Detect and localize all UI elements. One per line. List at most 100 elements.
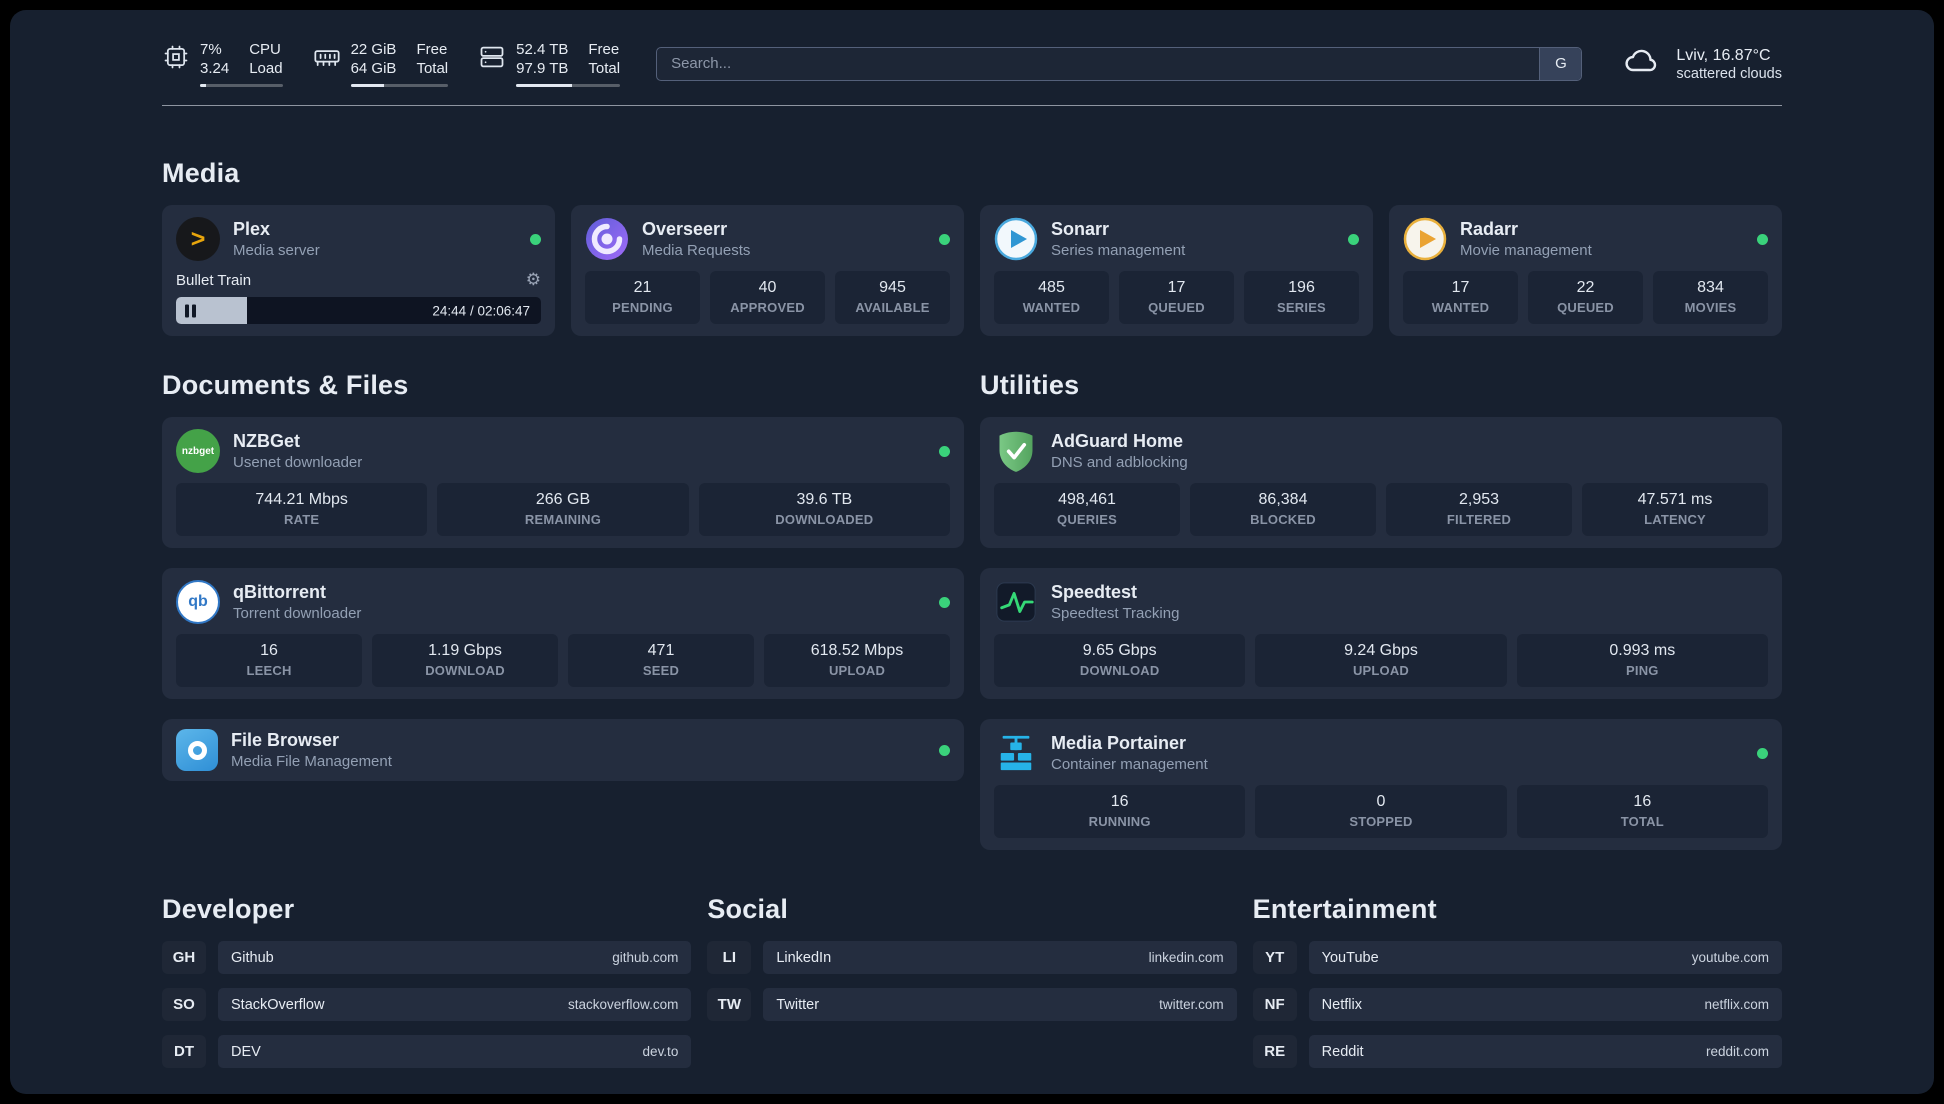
app-name: Sonarr: [1051, 219, 1110, 239]
bookmark-abbr[interactable]: YT: [1253, 941, 1297, 974]
bookmark-linkedin: LI LinkedIn linkedin.com: [707, 941, 1237, 974]
stat-label: BLOCKED: [1250, 512, 1316, 527]
stat-ping: 0.993 ms PING: [1516, 634, 1768, 687]
stat-value: 0: [1376, 793, 1386, 810]
status-dot: [939, 233, 950, 245]
memory-free-label: Free: [416, 41, 448, 58]
search-engine-button[interactable]: G: [1539, 47, 1582, 80]
stat-label: PENDING: [612, 300, 673, 315]
memory-values: 22 GiB 64 GiB: [351, 40, 397, 78]
bookmark-link[interactable]: LinkedIn linkedin.com: [763, 941, 1237, 974]
bookmark-name: Reddit: [1321, 1043, 1364, 1060]
storage-total-value: 97.9 TB: [516, 60, 569, 77]
app-description: Speedtest Tracking: [1051, 605, 1180, 622]
speedtest-card[interactable]: Speedtest Speedtest Tracking 9.65 Gbps D…: [980, 568, 1782, 699]
app-description: Torrent downloader: [233, 605, 362, 622]
bookmark-abbr[interactable]: NF: [1253, 988, 1297, 1021]
overseerr-card[interactable]: Overseerr Media Requests 21 PENDING 40 A…: [571, 205, 964, 336]
app-name: Overseerr: [642, 219, 728, 239]
cloud-icon: [1618, 43, 1664, 84]
storage-metric: 52.4 TB 97.9 TB Free Total: [478, 40, 621, 87]
documents-section: Documents & Files nzbget NZBGet Usenet d…: [162, 370, 964, 781]
stat-blocked: 86,384 BLOCKED: [1190, 483, 1376, 536]
status-dot: [1348, 233, 1359, 245]
stat-value: 834: [1697, 279, 1724, 296]
bookmark-abbr[interactable]: RE: [1253, 1035, 1297, 1068]
app-description: Media Requests: [642, 242, 751, 259]
cpu-chip-icon: [162, 43, 190, 76]
plex-card[interactable]: > Plex Media server Bullet Train ⚙: [162, 205, 555, 336]
stat-pending: 21 PENDING: [585, 271, 700, 324]
bookmark-link[interactable]: Github github.com: [218, 941, 692, 974]
status-dot: [1757, 233, 1768, 245]
nzbget-card[interactable]: nzbget NZBGet Usenet downloader 744.21 M…: [162, 417, 964, 548]
stat-download: 9.65 Gbps DOWNLOAD: [994, 634, 1246, 687]
stat-value: 47.571 ms: [1637, 491, 1713, 508]
bookmark-name: Twitter: [776, 996, 820, 1013]
section-title-social: Social: [707, 894, 789, 924]
cpu-percent: 7%: [200, 41, 222, 58]
radarr-card[interactable]: Radarr Movie management 17 WANTED 22 QUE…: [1389, 205, 1782, 336]
stat-value: 40: [758, 279, 777, 296]
now-playing-title: Bullet Train: [176, 271, 252, 289]
search-input[interactable]: [656, 46, 1583, 81]
stat-upload: 9.24 Gbps UPLOAD: [1255, 634, 1507, 687]
stat-label: APPROVED: [730, 300, 805, 315]
bookmark-abbr[interactable]: TW: [707, 988, 751, 1021]
app-name: Media Portainer: [1051, 733, 1187, 753]
bookmark-link[interactable]: DEV dev.to: [218, 1035, 692, 1068]
app-name: Plex: [233, 219, 271, 239]
settings-gear-icon[interactable]: ⚙: [525, 270, 541, 290]
bookmark-abbr[interactable]: DT: [162, 1035, 206, 1068]
weather-condition: scattered clouds: [1676, 66, 1782, 82]
pause-icon[interactable]: [185, 304, 196, 317]
filebrowser-card[interactable]: File Browser Media File Management: [162, 719, 964, 781]
bookmark-github: GH Github github.com: [162, 941, 692, 974]
stat-series: 196 SERIES: [1244, 271, 1359, 324]
stat-value: 744.21 Mbps: [255, 491, 348, 508]
memory-total-value: 64 GiB: [350, 60, 397, 77]
stat-label: RUNNING: [1088, 814, 1151, 829]
sonarr-card[interactable]: Sonarr Series management 485 WANTED 17 Q…: [980, 205, 1373, 336]
header-divider: [162, 105, 1782, 106]
stat-label: PING: [1626, 663, 1659, 678]
stat-label: MOVIES: [1684, 300, 1737, 315]
qbittorrent-card[interactable]: qb qBittorrent Torrent downloader 16: [162, 568, 964, 699]
bookmark-link[interactable]: StackOverflow stackoverflow.com: [218, 988, 692, 1021]
media-section: Media > Plex Media server: [162, 158, 1782, 336]
bookmarks-section: Developer GH Github github.com SO StackO…: [162, 894, 1782, 1068]
memory-labels: Free Total: [416, 40, 448, 78]
adguard-card[interactable]: AdGuard Home DNS and adblocking 498,461 …: [980, 417, 1782, 548]
bookmark-name: Netflix: [1321, 996, 1362, 1013]
bookmark-link[interactable]: Reddit reddit.com: [1308, 1035, 1782, 1068]
plex-seek-bar[interactable]: 24:44 / 02:06:47: [176, 297, 541, 324]
stat-label: STOPPED: [1349, 814, 1413, 829]
stat-filtered: 2,953 FILTERED: [1386, 483, 1572, 536]
qbittorrent-icon-text: qb: [188, 593, 208, 610]
stat-value: 17: [1167, 279, 1186, 296]
bookmark-link[interactable]: YouTube youtube.com: [1308, 941, 1782, 974]
bookmark-abbr[interactable]: SO: [162, 988, 206, 1021]
bookmark-link[interactable]: Twitter twitter.com: [763, 988, 1237, 1021]
bookmark-url: stackoverflow.com: [568, 997, 679, 1012]
stat-value: 618.52 Mbps: [810, 642, 904, 659]
sonarr-icon: [994, 217, 1038, 261]
bookmark-link[interactable]: Netflix netflix.com: [1308, 988, 1782, 1021]
bookmark-abbr[interactable]: GH: [162, 941, 206, 974]
bookmark-url: github.com: [612, 950, 679, 965]
stat-value: 9.65 Gbps: [1082, 642, 1157, 659]
stat-wanted: 485 WANTED: [994, 271, 1109, 324]
adguard-shield-icon: [994, 429, 1038, 473]
bookmark-reddit: RE Reddit reddit.com: [1253, 1035, 1782, 1068]
memory-metric: 22 GiB 64 GiB Free Total: [313, 40, 449, 87]
stat-total: 16 TOTAL: [1516, 785, 1768, 838]
section-title-documents: Documents & Files: [162, 370, 409, 400]
filebrowser-ring: [187, 740, 207, 760]
dashboard-panel: 7% 3.24 CPU Load: [10, 10, 1934, 1094]
portainer-card[interactable]: Media Portainer Container management 16 …: [980, 719, 1782, 850]
stat-value: 21: [633, 279, 652, 296]
bookmark-name: YouTube: [1321, 949, 1379, 966]
memory-usage-bar: [350, 84, 449, 87]
bookmark-abbr[interactable]: LI: [707, 941, 751, 974]
stat-stopped: 0 STOPPED: [1255, 785, 1507, 838]
